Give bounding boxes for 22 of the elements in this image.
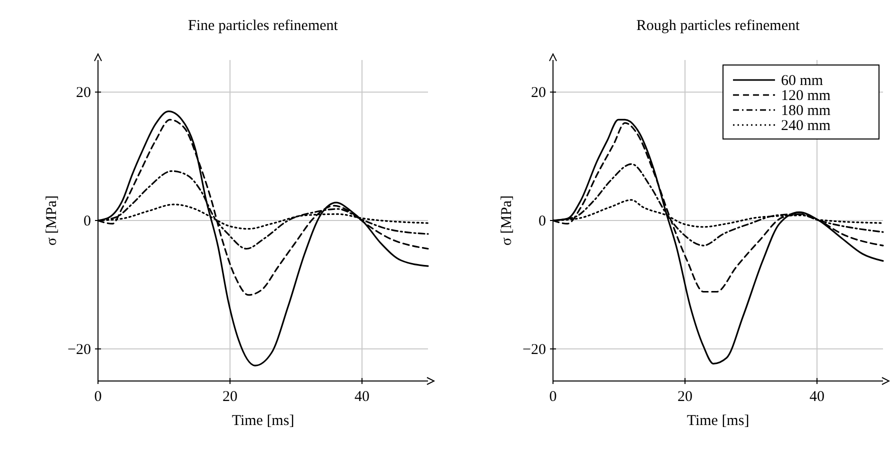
chart-title: Fine particles refinement <box>188 18 339 34</box>
x-tick-label: 0 <box>94 389 102 405</box>
y-tick-label: 0 <box>538 214 546 230</box>
y-tick-label: −20 <box>522 342 546 358</box>
y-tick-label: 20 <box>531 85 546 102</box>
legend-label: 60 mm <box>781 73 824 89</box>
x-axis-title: Time [ms] <box>686 413 750 429</box>
y-tick-label: −20 <box>68 342 91 358</box>
chart-title: Rough particles refinement <box>636 18 800 34</box>
legend-label: 240 mm <box>781 118 831 134</box>
y-axis-title: σ [MPa] <box>499 195 515 246</box>
legend-label: 120 mm <box>781 88 831 104</box>
legend-label: 180 mm <box>781 103 831 119</box>
y-axis-title: σ [MPa] <box>44 195 60 246</box>
x-axis-title: Time [ms] <box>232 413 294 429</box>
x-tick-label: 40 <box>810 389 824 405</box>
y-tick-label: 20 <box>76 85 91 102</box>
x-tick-label: 40 <box>354 389 370 405</box>
y-tick-label: 0 <box>84 214 91 230</box>
x-tick-label: 20 <box>222 389 238 405</box>
x-tick-label: 0 <box>549 389 557 405</box>
x-tick-label: 20 <box>678 389 692 405</box>
